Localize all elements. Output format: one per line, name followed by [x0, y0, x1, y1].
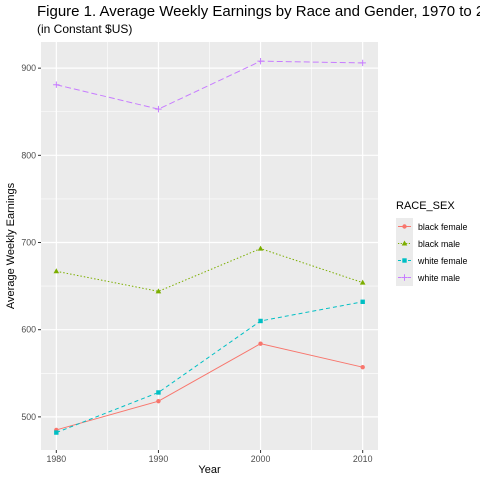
data-point-white-female [258, 318, 263, 324]
y-axis-label: Average Weekly Earnings [5, 182, 17, 309]
series-line-black-female [56, 343, 363, 431]
legend-marker-black-male [401, 240, 408, 246]
legend-item-black-female: black female [396, 218, 467, 235]
minor-gridlines [41, 42, 378, 450]
legend-items: black female black male white female white … [396, 218, 467, 286]
y-axis: 500 600 700 800 900 [21, 63, 41, 422]
legend-marker-white-female [402, 258, 407, 263]
legend-label-white-female: white female [418, 255, 468, 266]
x-axis-label: Year [198, 464, 221, 476]
legend-key-black-female [396, 218, 413, 235]
y-tick-label: 700 [21, 238, 36, 248]
legend-label-black-male: black male [418, 238, 461, 249]
data-point-white-male [155, 105, 162, 113]
data-point-white-male [359, 59, 366, 67]
data-point-black-male [359, 279, 366, 285]
series-white-male [53, 57, 366, 113]
legend-key-black-male [396, 235, 413, 252]
series-black-male [53, 245, 366, 294]
legend-item-white-female: white female [396, 252, 467, 269]
legend: RACE_SEX black female black male white fem… [396, 200, 467, 286]
legend-key-white-female [396, 252, 413, 269]
x-tick-label: 1980 [47, 454, 67, 464]
data-point-white-female [54, 430, 59, 435]
legend-label-white-male: white male [418, 272, 461, 283]
legend-marker-white-male [401, 274, 408, 281]
legend-title: RACE_SEX [396, 200, 455, 212]
y-tick-label: 600 [21, 325, 36, 335]
legend-marker-black-female [402, 224, 407, 229]
series-black-female [54, 341, 365, 433]
series-white-female [54, 299, 365, 435]
data-point-white-female [156, 390, 161, 395]
legend-key-white-male [396, 269, 413, 286]
series-group [53, 57, 366, 435]
data-point-black-female [156, 398, 161, 404]
legend-item-black-male: black male [396, 235, 467, 252]
x-tick-label: 1990 [149, 454, 169, 464]
data-point-black-female [258, 341, 263, 346]
legend-label-black-female: black female [418, 221, 468, 232]
chart-title: Figure 1. Average Weekly Earnings by Rac… [37, 3, 480, 20]
data-point-white-male [53, 81, 60, 88]
data-point-white-male [257, 57, 264, 65]
y-tick-label: 800 [21, 150, 36, 160]
data-point-white-female [360, 299, 365, 304]
chart-subtitle: (in Constant $US) [37, 22, 133, 36]
x-tick-label: 2000 [251, 454, 271, 464]
data-point-black-male [53, 268, 60, 274]
data-point-black-male [257, 245, 264, 251]
data-point-black-male [155, 288, 162, 294]
x-axis: 1980 1990 2000 2010 [47, 450, 373, 464]
data-point-black-female [360, 364, 365, 370]
x-tick-label: 2010 [353, 454, 373, 464]
legend-item-white-male: white male [396, 269, 467, 286]
y-tick-label: 500 [21, 412, 36, 422]
y-tick-label: 900 [21, 63, 36, 73]
